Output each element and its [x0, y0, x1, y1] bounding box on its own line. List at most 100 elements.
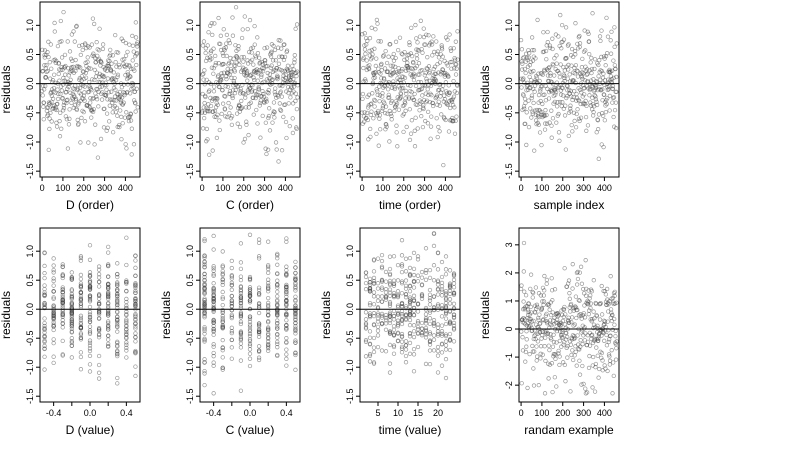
- residual-point: [577, 33, 582, 39]
- residual-point: [392, 85, 397, 90]
- residual-point: [247, 324, 253, 329]
- plot-frame: [199, 1, 301, 178]
- residual-point: [250, 95, 256, 100]
- residual-point: [87, 284, 93, 290]
- residual-point: [115, 319, 120, 325]
- residual-point: [106, 90, 112, 95]
- residual-point: [64, 117, 70, 122]
- residual-point: [447, 301, 453, 306]
- residual-point: [601, 92, 606, 97]
- residual-point: [252, 77, 257, 83]
- residual-point: [542, 344, 547, 349]
- residual-point: [577, 372, 583, 377]
- residual-point: [384, 60, 390, 66]
- residual-point: [42, 327, 47, 332]
- residual-point: [547, 64, 552, 70]
- residual-point: [566, 62, 571, 68]
- residual-point: [588, 306, 593, 311]
- residual-point: [52, 20, 57, 26]
- residual-point: [266, 328, 271, 333]
- residual-point: [223, 114, 228, 119]
- residual-point: [522, 66, 527, 72]
- residual-point: [78, 258, 84, 263]
- residual-point: [391, 327, 397, 332]
- residual-point: [444, 61, 449, 66]
- residual-point: [96, 308, 102, 313]
- residual-point: [557, 70, 562, 76]
- residual-point: [431, 294, 437, 299]
- residual-point: [533, 56, 538, 61]
- residual-point: [293, 26, 298, 31]
- residual-point: [433, 95, 438, 101]
- residual-point: [106, 310, 111, 315]
- residual-point: [587, 51, 592, 57]
- residual-point: [293, 367, 298, 372]
- residual-point: [367, 313, 373, 318]
- residual-point: [266, 91, 271, 96]
- residual-point: [532, 148, 537, 153]
- residual-point: [427, 99, 433, 105]
- residual-point: [275, 353, 280, 359]
- residual-point: [282, 54, 288, 60]
- residual-point: [392, 108, 397, 114]
- residual-point: [534, 358, 539, 363]
- residual-point: [81, 69, 86, 75]
- residual-point: [224, 41, 229, 46]
- residual-point: [45, 68, 50, 74]
- residual-point: [402, 49, 407, 55]
- residual-point: [235, 84, 241, 89]
- residual-point: [96, 292, 102, 297]
- residual-point: [574, 91, 579, 97]
- residual-point: [434, 51, 440, 57]
- residual-point: [124, 340, 129, 345]
- residual-point: [66, 73, 71, 78]
- residual-point: [423, 277, 429, 282]
- residual-point: [124, 345, 129, 350]
- residual-point: [109, 61, 114, 66]
- residual-point: [284, 273, 289, 278]
- residual-point: [569, 315, 575, 320]
- residual-point: [564, 93, 570, 99]
- residual-point: [133, 283, 138, 289]
- residual-point: [543, 358, 548, 364]
- residual-point: [536, 383, 541, 388]
- residual-point: [202, 313, 207, 318]
- residual-point: [220, 51, 225, 56]
- residual-point: [46, 100, 52, 105]
- residual-point: [128, 118, 134, 123]
- residual-point: [593, 94, 598, 99]
- residual-point: [445, 63, 450, 68]
- residual-point: [439, 280, 445, 286]
- residual-point: [220, 271, 225, 276]
- residual-point: [605, 34, 611, 39]
- residual-point: [415, 40, 420, 45]
- residual-point: [612, 322, 617, 327]
- residual-point: [362, 110, 367, 115]
- residual-point: [228, 105, 233, 110]
- residual-point: [371, 116, 376, 121]
- residual-point: [87, 319, 93, 324]
- residual-point: [453, 57, 458, 62]
- residual-point: [97, 48, 102, 53]
- residual-point: [211, 304, 216, 310]
- residual-point: [375, 294, 381, 299]
- residual-point: [79, 115, 84, 121]
- residual-point: [399, 344, 405, 350]
- residual-point: [531, 383, 537, 388]
- residual-point: [543, 331, 549, 336]
- residual-point: [237, 62, 242, 67]
- residual-point: [411, 285, 417, 290]
- residual-point: [524, 55, 530, 60]
- residual-point: [557, 338, 562, 344]
- residual-point: [379, 279, 385, 284]
- residual-point: [66, 122, 72, 127]
- residual-point: [270, 120, 275, 125]
- residual-point: [265, 90, 270, 95]
- residual-point: [384, 122, 389, 127]
- residual-point: [561, 342, 566, 347]
- residual-point: [367, 300, 373, 306]
- x-tick-label: 10: [393, 408, 403, 418]
- residual-point: [529, 325, 534, 330]
- residual-point: [451, 118, 456, 124]
- residual-point: [537, 312, 542, 317]
